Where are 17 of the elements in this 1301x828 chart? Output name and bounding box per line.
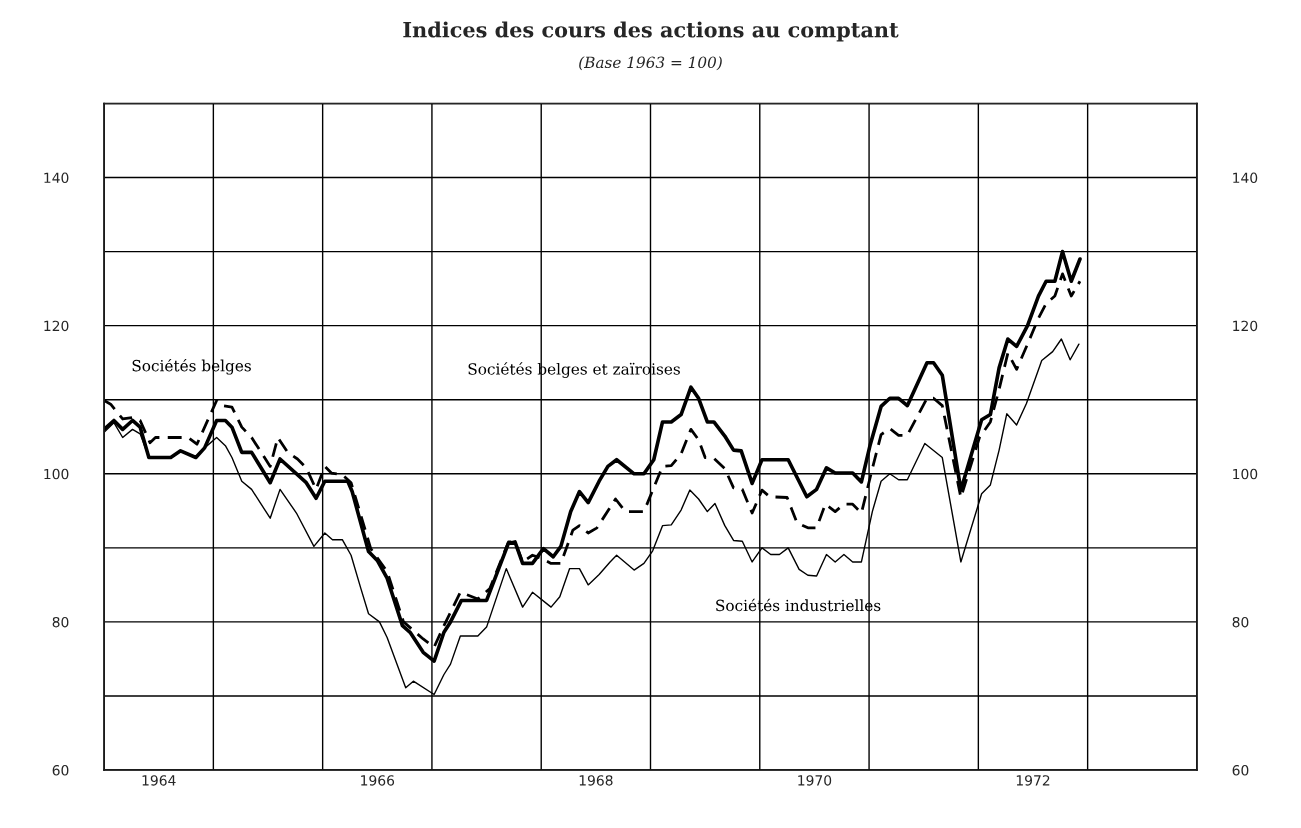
x-tick-label: 1966 <box>361 775 395 786</box>
y2-tick-label: 100 <box>1233 468 1258 480</box>
y-tick-label: 120 <box>44 320 69 332</box>
y2-tick-label: 140 <box>1233 172 1258 184</box>
x-tick-label: 1972 <box>1016 775 1050 786</box>
y2-tick-label: 60 <box>1232 765 1249 776</box>
y-tick-label: 80 <box>52 616 69 628</box>
x-tick-label: 1968 <box>579 775 613 786</box>
chart-title: Indices des cours des actions au comptant <box>403 21 899 42</box>
x-tick-label: 1964 <box>142 775 176 786</box>
y2-tick-label: 120 <box>1233 320 1258 332</box>
y-tick-label: 60 <box>52 765 69 776</box>
y2-tick-label: 80 <box>1232 616 1249 628</box>
y-tick-label: 100 <box>44 468 69 480</box>
y-tick-label: 140 <box>44 172 69 184</box>
x-tick-label: 1970 <box>798 775 832 786</box>
chart-subtitle: (Base 1963 = 100) <box>579 56 722 71</box>
